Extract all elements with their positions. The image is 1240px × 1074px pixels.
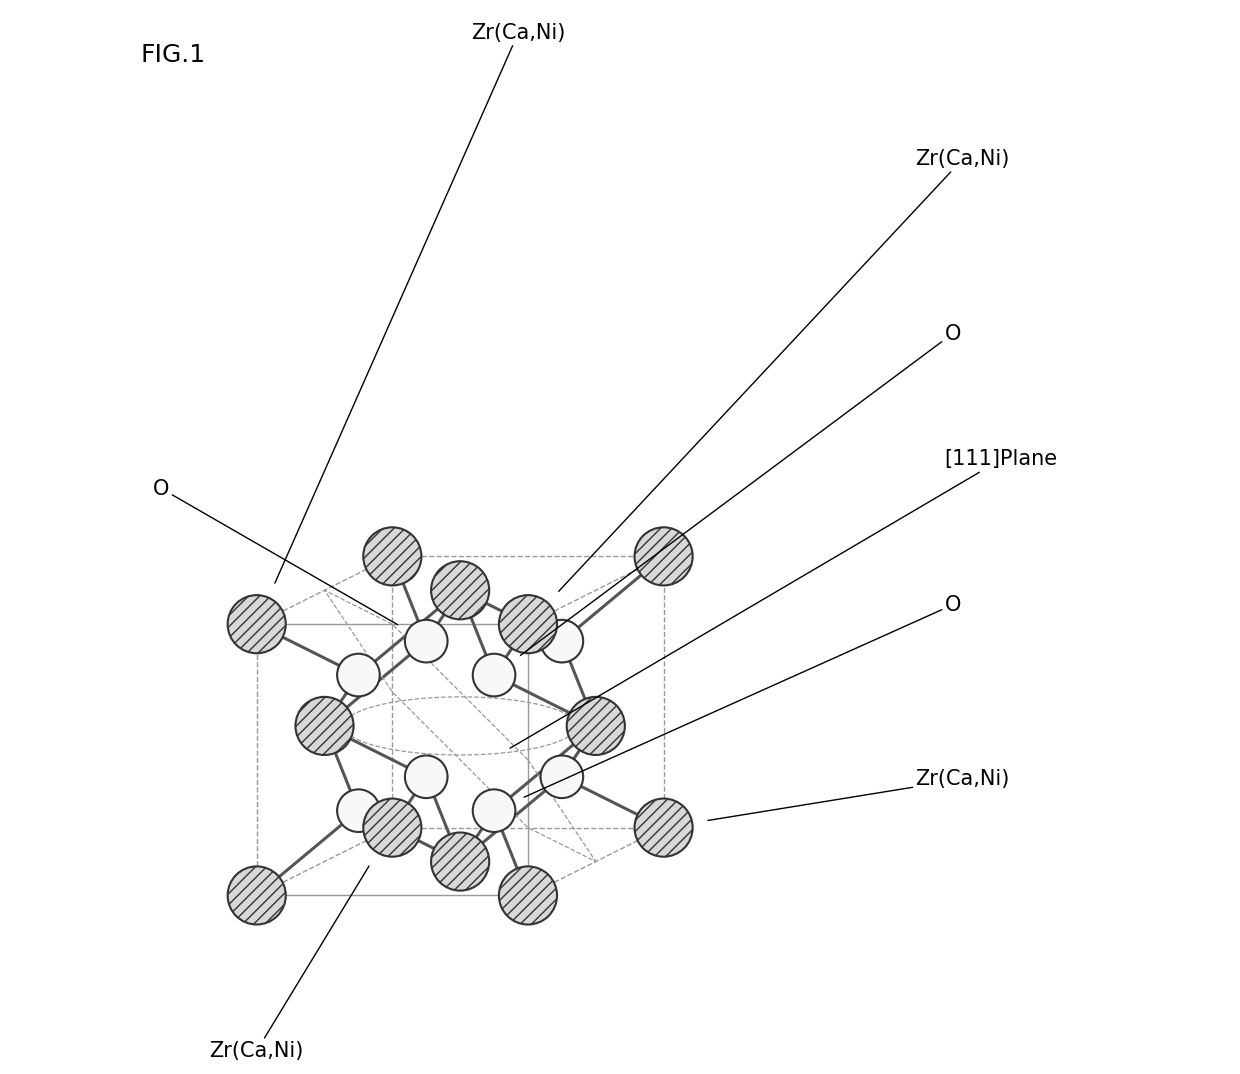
Text: Zr(Ca,Ni): Zr(Ca,Ni) [275, 23, 565, 583]
Circle shape [337, 654, 379, 696]
Circle shape [405, 620, 448, 663]
Circle shape [498, 595, 557, 653]
Circle shape [363, 799, 422, 857]
Circle shape [635, 527, 693, 585]
Text: O: O [521, 323, 961, 655]
Circle shape [432, 832, 490, 890]
Circle shape [472, 654, 516, 696]
Circle shape [541, 755, 583, 798]
Circle shape [295, 697, 353, 755]
Circle shape [567, 697, 625, 755]
Circle shape [228, 867, 285, 925]
Circle shape [635, 799, 693, 857]
Circle shape [498, 867, 557, 925]
Circle shape [432, 562, 490, 620]
Text: Zr(Ca,Ni): Zr(Ca,Ni) [708, 769, 1009, 821]
Text: Zr(Ca,Ni): Zr(Ca,Ni) [210, 866, 370, 1061]
Circle shape [541, 620, 583, 663]
Text: Zr(Ca,Ni): Zr(Ca,Ni) [559, 149, 1009, 592]
Text: O: O [525, 595, 961, 797]
Circle shape [363, 527, 422, 585]
Text: O: O [153, 479, 398, 625]
Text: FIG.1: FIG.1 [140, 43, 206, 67]
Circle shape [228, 595, 285, 653]
Circle shape [337, 789, 379, 832]
Text: [111]Plane: [111]Plane [510, 450, 1058, 749]
Circle shape [472, 789, 516, 832]
Circle shape [405, 755, 448, 798]
